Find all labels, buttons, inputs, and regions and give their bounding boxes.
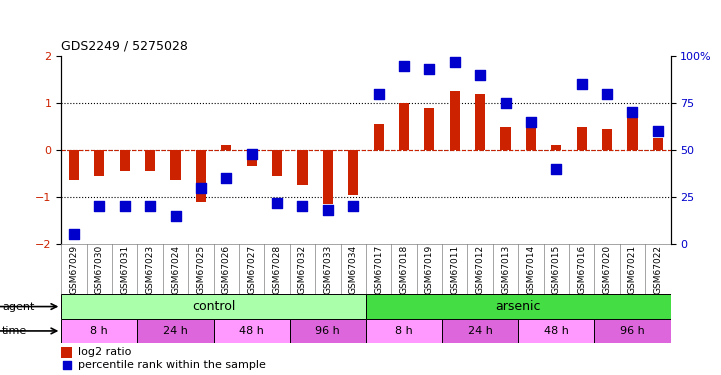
- Bar: [61, 346, 72, 358]
- Text: GSM67026: GSM67026: [222, 245, 231, 294]
- Bar: [69, 150, 79, 180]
- Point: [424, 66, 435, 72]
- Text: GSM67023: GSM67023: [146, 245, 154, 294]
- Text: GSM67018: GSM67018: [399, 245, 409, 294]
- Text: arsenic: arsenic: [495, 300, 541, 313]
- Point: [246, 151, 257, 157]
- Point: [398, 63, 410, 69]
- Text: GSM67033: GSM67033: [323, 245, 332, 294]
- Text: GSM67029: GSM67029: [69, 245, 79, 294]
- Text: GSM67014: GSM67014: [526, 245, 536, 294]
- Bar: [323, 150, 333, 204]
- Bar: [602, 129, 612, 150]
- Text: time: time: [2, 326, 27, 336]
- Bar: [272, 150, 282, 176]
- Text: GSM67027: GSM67027: [247, 245, 256, 294]
- Point: [500, 100, 511, 106]
- Bar: [61, 294, 366, 319]
- Text: GSM67016: GSM67016: [578, 245, 586, 294]
- Text: GSM67034: GSM67034: [349, 245, 358, 294]
- Bar: [348, 150, 358, 195]
- Point: [322, 207, 334, 213]
- Point: [68, 231, 80, 237]
- Bar: [518, 319, 594, 343]
- Point: [119, 203, 131, 209]
- Text: 24 h: 24 h: [163, 326, 188, 336]
- Bar: [170, 150, 180, 180]
- Bar: [297, 150, 308, 185]
- Bar: [627, 110, 637, 150]
- Text: GSM67013: GSM67013: [501, 245, 510, 294]
- Bar: [577, 126, 587, 150]
- Bar: [94, 150, 105, 176]
- Bar: [196, 150, 206, 202]
- Text: 48 h: 48 h: [544, 326, 569, 336]
- Point: [348, 203, 359, 209]
- Point: [61, 363, 73, 369]
- Text: GSM67015: GSM67015: [552, 245, 561, 294]
- Text: GSM67011: GSM67011: [450, 245, 459, 294]
- Point: [627, 110, 638, 116]
- Bar: [120, 150, 130, 171]
- Text: log2 ratio: log2 ratio: [79, 347, 132, 357]
- Text: control: control: [192, 300, 235, 313]
- Text: GDS2249 / 5275028: GDS2249 / 5275028: [61, 39, 188, 53]
- Text: 96 h: 96 h: [620, 326, 645, 336]
- Bar: [366, 294, 671, 319]
- Text: GSM67030: GSM67030: [95, 245, 104, 294]
- Point: [271, 200, 283, 206]
- Bar: [442, 319, 518, 343]
- Bar: [424, 108, 435, 150]
- Point: [195, 184, 207, 190]
- Bar: [366, 319, 442, 343]
- Bar: [247, 150, 257, 166]
- Bar: [145, 150, 155, 171]
- Point: [94, 203, 105, 209]
- Point: [296, 203, 308, 209]
- Point: [144, 203, 156, 209]
- Point: [474, 72, 486, 78]
- Bar: [373, 124, 384, 150]
- Text: 48 h: 48 h: [239, 326, 264, 336]
- Text: GSM67032: GSM67032: [298, 245, 307, 294]
- Text: percentile rank within the sample: percentile rank within the sample: [79, 360, 266, 370]
- Text: GSM67022: GSM67022: [653, 245, 663, 294]
- Point: [525, 119, 536, 125]
- Bar: [475, 94, 485, 150]
- Bar: [594, 319, 671, 343]
- Text: GSM67031: GSM67031: [120, 245, 129, 294]
- Bar: [61, 319, 138, 343]
- Bar: [500, 126, 510, 150]
- Text: 24 h: 24 h: [468, 326, 492, 336]
- Point: [551, 166, 562, 172]
- Text: agent: agent: [2, 302, 35, 312]
- Text: GSM67025: GSM67025: [196, 245, 205, 294]
- Point: [652, 128, 663, 134]
- Bar: [221, 145, 231, 150]
- Bar: [450, 92, 460, 150]
- Point: [601, 91, 613, 97]
- Text: GSM67028: GSM67028: [273, 245, 282, 294]
- Text: 8 h: 8 h: [395, 326, 413, 336]
- Bar: [653, 138, 663, 150]
- Point: [449, 59, 461, 65]
- Text: GSM67012: GSM67012: [476, 245, 485, 294]
- Text: GSM67017: GSM67017: [374, 245, 383, 294]
- Bar: [213, 319, 290, 343]
- Bar: [526, 126, 536, 150]
- Text: GSM67021: GSM67021: [628, 245, 637, 294]
- Text: GSM67019: GSM67019: [425, 245, 434, 294]
- Point: [221, 175, 232, 181]
- Point: [373, 91, 384, 97]
- Text: GSM67020: GSM67020: [603, 245, 611, 294]
- Point: [576, 81, 588, 87]
- Bar: [399, 103, 409, 150]
- Text: 96 h: 96 h: [316, 326, 340, 336]
- Bar: [552, 145, 562, 150]
- Text: 8 h: 8 h: [91, 326, 108, 336]
- Text: GSM67024: GSM67024: [171, 245, 180, 294]
- Bar: [138, 319, 213, 343]
- Bar: [290, 319, 366, 343]
- Point: [169, 213, 181, 219]
